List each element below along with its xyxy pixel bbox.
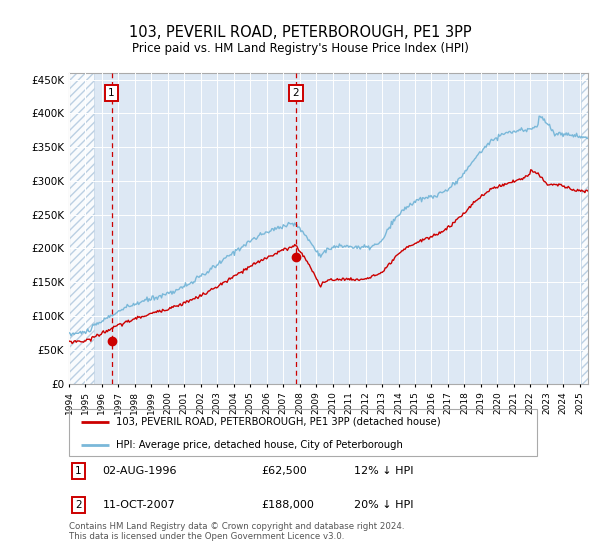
Text: £188,000: £188,000 <box>261 500 314 510</box>
Polygon shape <box>69 73 94 384</box>
Text: Contains HM Land Registry data © Crown copyright and database right 2024.
This d: Contains HM Land Registry data © Crown c… <box>69 522 404 542</box>
Text: Price paid vs. HM Land Registry's House Price Index (HPI): Price paid vs. HM Land Registry's House … <box>131 42 469 55</box>
Text: 103, PEVERIL ROAD, PETERBOROUGH, PE1 3PP (detached house): 103, PEVERIL ROAD, PETERBOROUGH, PE1 3PP… <box>116 417 440 427</box>
Text: HPI: Average price, detached house, City of Peterborough: HPI: Average price, detached house, City… <box>116 440 403 450</box>
Polygon shape <box>581 73 588 384</box>
Text: 02-AUG-1996: 02-AUG-1996 <box>103 466 177 476</box>
Text: 1: 1 <box>75 466 82 476</box>
Text: 2: 2 <box>293 88 299 98</box>
Text: £62,500: £62,500 <box>261 466 307 476</box>
Text: 11-OCT-2007: 11-OCT-2007 <box>103 500 175 510</box>
Text: 1: 1 <box>108 88 115 98</box>
Text: 2: 2 <box>75 500 82 510</box>
Text: 12% ↓ HPI: 12% ↓ HPI <box>355 466 414 476</box>
Text: 20% ↓ HPI: 20% ↓ HPI <box>355 500 414 510</box>
Text: 103, PEVERIL ROAD, PETERBOROUGH, PE1 3PP: 103, PEVERIL ROAD, PETERBOROUGH, PE1 3PP <box>128 25 472 40</box>
